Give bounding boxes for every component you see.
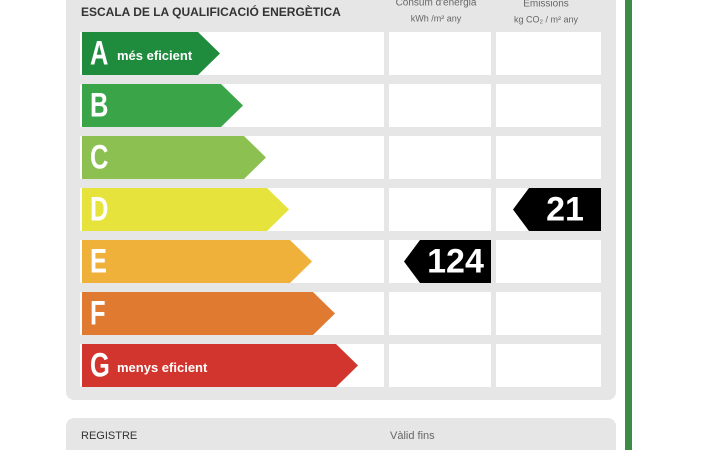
rating-letter: E [90, 243, 107, 280]
rating-marker [513, 188, 601, 231]
cell [389, 32, 491, 75]
cell [496, 292, 601, 335]
rating-letter: F [90, 295, 106, 332]
rating-arrow [82, 188, 289, 231]
rating-letter: C [90, 139, 108, 176]
border [625, 0, 632, 450]
rating-letter: D [90, 191, 108, 228]
rating-letter: G [90, 347, 110, 384]
rating-letter: B [90, 87, 108, 124]
cell [496, 240, 601, 283]
column-title: Emissions [523, 0, 569, 10]
rating-label: més eficient [117, 48, 193, 63]
rating-label: menys eficient [117, 360, 208, 375]
rating-arrow [82, 292, 335, 335]
cell [389, 292, 491, 335]
rating-marker [404, 240, 491, 283]
column-title: Consum d'energia [396, 0, 477, 9]
column-unit: kWh /m² any [411, 13, 462, 23]
cell [496, 344, 601, 387]
rating-arrow [82, 344, 358, 387]
column-unit: kg CO₂ / m² any [514, 14, 579, 24]
rating-arrow [82, 84, 243, 127]
footer-panel [66, 418, 616, 450]
rating-letter: A [90, 35, 108, 72]
rating-arrow [82, 136, 266, 179]
valid-until: Vàlid fins [390, 430, 435, 442]
cell [496, 136, 601, 179]
cell [496, 32, 601, 75]
cell [389, 188, 491, 231]
cell [389, 84, 491, 127]
rating-value: 21 [546, 190, 584, 228]
cell [389, 136, 491, 179]
cell [389, 344, 491, 387]
title: ESCALA DE LA QUALIFICACIÓ ENERGÈTICA [81, 4, 341, 19]
rating-value: 124 [427, 242, 484, 280]
register: REGISTRE [81, 430, 137, 442]
rating-arrow [82, 32, 220, 75]
cell [496, 84, 601, 127]
rating-arrow [82, 240, 312, 283]
